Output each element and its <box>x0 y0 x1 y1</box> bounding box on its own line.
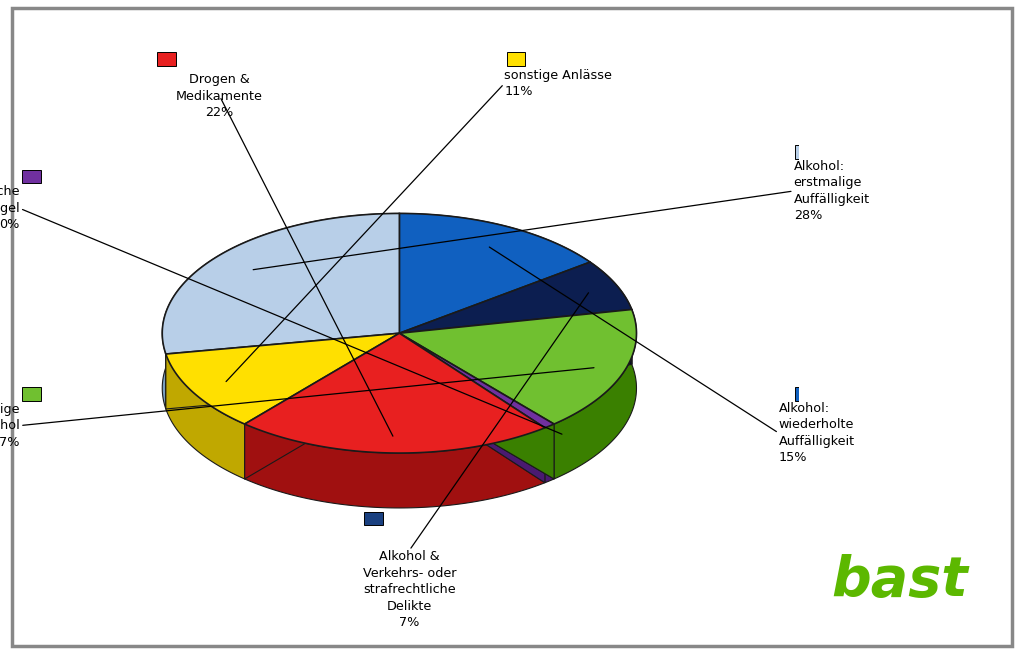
Polygon shape <box>162 213 399 409</box>
Polygon shape <box>399 262 632 334</box>
Polygon shape <box>399 213 590 317</box>
Polygon shape <box>399 334 545 483</box>
Text: Alkohol:
erstmalige
Auffälligkeit
28%: Alkohol: erstmalige Auffälligkeit 28% <box>794 160 869 222</box>
Bar <box>23 387 41 401</box>
Bar <box>158 52 176 66</box>
Polygon shape <box>245 424 545 508</box>
Polygon shape <box>245 334 399 479</box>
Polygon shape <box>399 334 545 483</box>
Text: sonstige Anlässe
11%: sonstige Anlässe 11% <box>504 69 612 98</box>
Text: Verkehrsauffällige
ohne Alkohol
17%: Verkehrsauffällige ohne Alkohol 17% <box>0 403 19 449</box>
Polygon shape <box>399 334 554 479</box>
Polygon shape <box>399 309 632 388</box>
Text: Alkohol &
Verkehrs- oder
strafrechtliche
Delikte
7%: Alkohol & Verkehrs- oder strafrechtliche… <box>362 551 456 629</box>
Polygon shape <box>166 354 245 479</box>
Polygon shape <box>590 262 632 364</box>
Polygon shape <box>399 334 554 428</box>
Bar <box>507 52 525 66</box>
Polygon shape <box>399 309 632 388</box>
Text: körperliche
Mängel
0%: körperliche Mängel 0% <box>0 186 19 232</box>
Bar <box>795 145 814 158</box>
Polygon shape <box>545 424 554 483</box>
Polygon shape <box>399 334 554 479</box>
Polygon shape <box>399 213 590 334</box>
Text: bast: bast <box>831 555 969 608</box>
Text: Alkohol:
wiederholte
Auffälligkeit
15%: Alkohol: wiederholte Auffälligkeit 15% <box>779 402 855 464</box>
Bar <box>365 511 383 525</box>
Polygon shape <box>554 309 637 479</box>
Polygon shape <box>162 213 399 354</box>
Polygon shape <box>245 334 399 479</box>
Polygon shape <box>166 334 399 424</box>
Polygon shape <box>245 334 545 453</box>
Text: Drogen &
Medikamente
22%: Drogen & Medikamente 22% <box>176 73 263 119</box>
Bar <box>23 170 41 184</box>
Bar <box>795 387 814 401</box>
Polygon shape <box>399 309 637 424</box>
Polygon shape <box>399 262 590 388</box>
Polygon shape <box>166 334 399 409</box>
Polygon shape <box>166 334 399 409</box>
Polygon shape <box>399 262 590 388</box>
